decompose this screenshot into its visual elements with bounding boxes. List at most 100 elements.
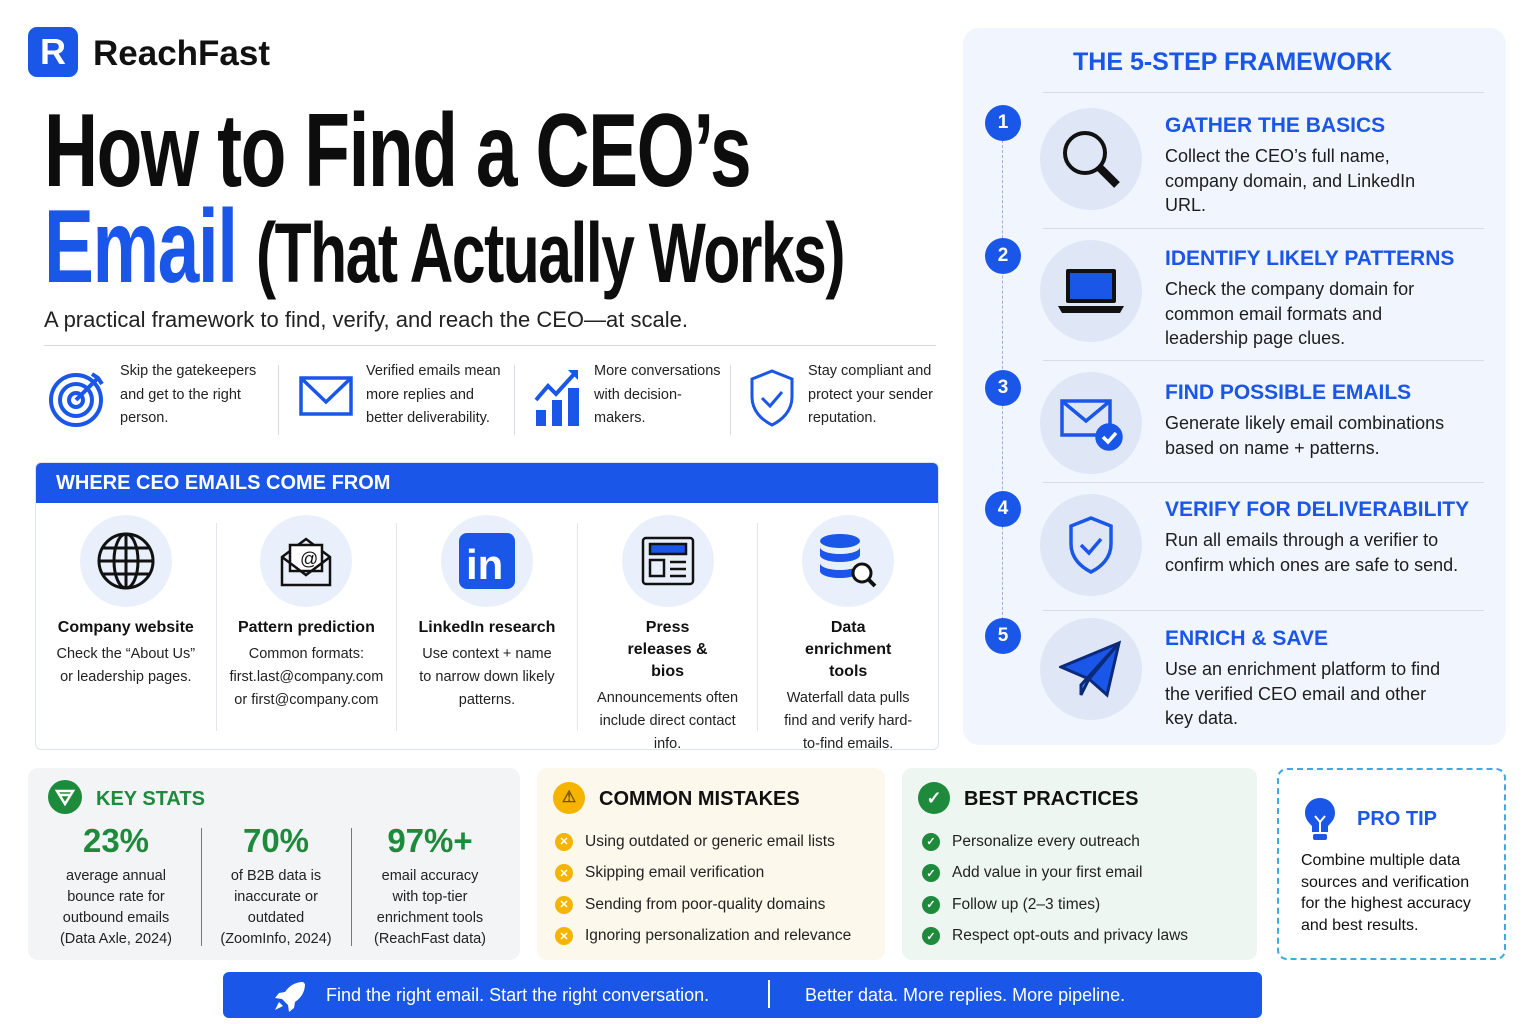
headline-highlight: Email	[44, 189, 238, 305]
step-desc: Run all emails through a verifier to con…	[1165, 530, 1459, 575]
step-icon-circle	[1040, 372, 1142, 474]
source-item: Press releases & bios Announcements often…	[578, 515, 759, 749]
divider	[1043, 228, 1484, 229]
step-number: 4	[985, 491, 1021, 527]
benefit-item: Stay compliant and protect your sender r…	[748, 360, 940, 435]
divider	[201, 828, 202, 946]
divider	[730, 365, 731, 435]
list-item-text: Add value in your first email	[952, 864, 1143, 882]
key-stats-title: KEY STATS	[96, 788, 205, 810]
divider	[1043, 360, 1484, 361]
envelope-check-icon	[1060, 399, 1123, 451]
divider	[514, 365, 515, 435]
framework-title: THE 5-STEP FRAMEWORK	[1073, 48, 1392, 76]
source-item: Data enrichment tools Waterfall data pull…	[758, 515, 938, 749]
list-item-text: Skipping email verification	[585, 864, 765, 882]
step-icon-circle	[1040, 240, 1142, 342]
source-item: in LinkedIn research Use context + name to…	[397, 515, 578, 731]
divider	[44, 345, 936, 346]
shield-check-icon	[1069, 516, 1113, 574]
magnifier-icon	[1063, 131, 1120, 188]
brand-name: ReachFast	[93, 34, 271, 73]
footer-right-text: Better data. More replies. More pipeline…	[805, 985, 1126, 1005]
divider	[351, 828, 352, 946]
x-circle-icon: ✕	[555, 832, 573, 851]
step-title: FIND POSSIBLE EMAILS	[1165, 381, 1412, 404]
list-item: ✓ Respect opt-outs and privacy laws	[922, 921, 1188, 953]
list-item-text: Sending from poor-quality domains	[585, 895, 826, 913]
step-number: 1	[985, 105, 1021, 141]
stat-item: 97%+ email accuracy with top-tier enrichm…	[373, 822, 487, 947]
benefit-item: Skip the gatekeepers and get to the righ…	[48, 360, 268, 435]
envelope-icon	[299, 376, 353, 416]
headline-line1: How to Find a CEO’s	[44, 93, 752, 209]
list-item: ✕ Sending from poor-quality domains	[555, 889, 851, 921]
rocket-icon	[275, 982, 305, 1012]
svg-text:@: @	[300, 549, 318, 569]
list-item: ✕ Ignoring personalization and relevance	[555, 921, 851, 953]
headline-rest: (That Actually Works)	[255, 206, 846, 300]
benefit-item: Verified emails mean more replies and be…	[298, 360, 508, 435]
mistakes-list: ✕ Using outdated or generic email lists ✕ S…	[555, 826, 851, 952]
check-circle-icon: ✓	[922, 864, 940, 883]
stat-item: 70% of B2B data is inaccurate or outdated…	[220, 822, 332, 947]
list-item: ✕ Using outdated or generic email lists	[555, 826, 851, 858]
divider	[768, 980, 770, 1008]
step-title: ENRICH & SAVE	[1165, 627, 1328, 650]
globe-icon	[97, 532, 155, 590]
laptop-icon	[1058, 269, 1124, 313]
step-title: GATHER THE BASICS	[1165, 114, 1386, 137]
best-practices-list: ✓ Personalize every outreach ✓ Add value in…	[922, 826, 1188, 952]
step-number: 5	[985, 618, 1021, 654]
best-practices-card: ✓ BEST PRACTICES ✓ Personalize every outr…	[902, 768, 1257, 960]
list-item-text: Personalize every outreach	[952, 832, 1140, 850]
mistakes-title: COMMON MISTAKES	[599, 788, 800, 810]
paper-plane-icon	[1059, 640, 1122, 698]
pro-tip-title: PRO TIP	[1357, 808, 1438, 830]
check-circle-icon: ✓	[922, 832, 940, 851]
target-icon	[49, 372, 104, 427]
subtitle: A practical framework to find, verify, a…	[44, 307, 688, 332]
list-item-text: Follow up (2–3 times)	[952, 895, 1101, 913]
check-circle-icon: ✓	[918, 782, 950, 814]
key-stats-card: KEY STATS 23% average annual bounce rate …	[28, 768, 520, 960]
divider	[1043, 482, 1484, 483]
check-circle-icon: ✓	[922, 895, 940, 914]
stat-item: 23% average annual bounce rate for outbou…	[59, 822, 173, 947]
divider	[1043, 92, 1484, 93]
list-item: ✓ Follow up (2–3 times)	[922, 889, 1188, 921]
list-item-text: Respect opt-outs and privacy laws	[952, 927, 1189, 945]
divider	[1043, 610, 1484, 611]
sources-panel: WHERE CEO EMAILS COME FROM Company websi…	[35, 462, 939, 750]
database-search-icon	[820, 534, 877, 588]
list-item: ✕ Skipping email verification	[555, 858, 851, 890]
source-item: @ Pattern prediction Common formats: first…	[217, 515, 398, 731]
list-item-text: Using outdated or generic email lists	[585, 832, 835, 850]
footer-banner: Find the right email. Start the right co…	[223, 972, 1262, 1018]
divider	[278, 365, 279, 435]
badge-icon	[48, 780, 82, 814]
source-item: Company website Check the “About Us” or l…	[36, 515, 217, 731]
best-practices-title: BEST PRACTICES	[964, 788, 1139, 810]
footer-left-text: Find the right email. Start the right co…	[326, 985, 710, 1005]
x-circle-icon: ✕	[555, 864, 573, 883]
step-number: 2	[985, 238, 1021, 274]
step-desc: Generate likely email combinations based…	[1165, 413, 1445, 458]
newspaper-icon	[641, 536, 694, 586]
step-icon-circle	[1040, 108, 1142, 210]
x-circle-icon: ✕	[555, 927, 573, 946]
list-item: ✓ Add value in your first email	[922, 858, 1188, 890]
shield-check-icon	[750, 369, 794, 427]
warning-icon: ⚠	[553, 782, 585, 814]
linkedin-icon: in	[458, 533, 515, 589]
lightbulb-icon	[1305, 798, 1335, 840]
x-circle-icon: ✕	[555, 895, 573, 914]
mistakes-card: ⚠ COMMON MISTAKES ✕ Using outdated or gen…	[537, 768, 885, 960]
pro-tip-text: Combine multiple data sources and verifi…	[1301, 852, 1471, 934]
svg-text:in: in	[466, 541, 503, 588]
headline-line2: Email (That Actually Works)	[44, 188, 846, 307]
brand-logo: R	[28, 27, 78, 77]
list-item-text: Ignoring personalization and relevance	[585, 927, 852, 945]
growth-chart-icon	[534, 370, 579, 426]
sources-title: WHERE CEO EMAILS COME FROM	[36, 463, 938, 503]
